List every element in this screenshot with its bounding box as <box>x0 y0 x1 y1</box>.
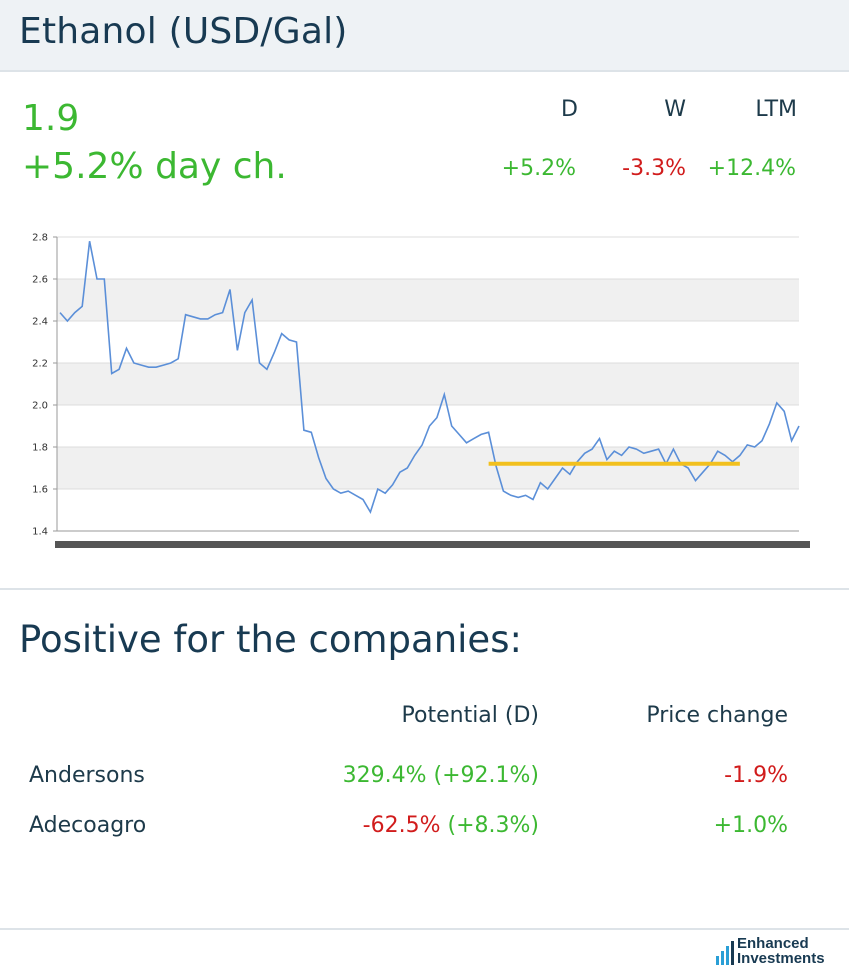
column-header-potential: Potential (D) <box>401 703 539 728</box>
company-name: Adecoagro <box>29 813 147 838</box>
potential-delta: (+92.1%) <box>433 763 540 788</box>
potential-delta: (+8.3%) <box>447 813 540 838</box>
change-value-w: -3.3% <box>622 156 686 181</box>
potential-value: 329.4% <box>342 763 427 788</box>
chart-band <box>57 363 799 405</box>
chart-y-axis: 1.4 1.6 1.8 2.0 2.2 2.4 2.6 2.8 <box>32 233 57 538</box>
header-bar: Ethanol (USD/Gal) <box>0 0 849 72</box>
change-label-d: D <box>561 97 578 122</box>
company-price-change: +1.0% <box>713 813 788 838</box>
change-value-d: +5.2% <box>501 156 576 181</box>
y-tick-label: 1.8 <box>32 443 48 454</box>
change-label-ltm: LTM <box>755 97 797 122</box>
column-header-price-change: Price change <box>646 703 788 728</box>
chart-band <box>57 279 799 321</box>
companies-title: Positive for the companies: <box>19 618 522 661</box>
company-potential: -62.5% (+8.3%) <box>363 813 539 838</box>
y-tick-label: 2.0 <box>32 401 48 412</box>
potential-value: -62.5% <box>362 813 441 838</box>
chart-bands <box>57 279 799 489</box>
y-tick-label: 1.4 <box>32 527 48 538</box>
company-row: Adecoagro -62.5% (+8.3%) +1.0% <box>0 813 849 853</box>
change-label-w: W <box>664 97 686 122</box>
price-chart: 1.4 1.6 1.8 2.0 2.2 2.4 2.6 2.8 <box>32 233 810 548</box>
page-title: Ethanol (USD/Gal) <box>19 11 348 52</box>
section-divider <box>0 588 849 590</box>
day-change: +5.2% day ch. <box>22 146 287 187</box>
current-price: 1.9 <box>22 98 80 139</box>
y-tick-label: 2.4 <box>32 317 48 328</box>
logo-text-line2: Investments <box>737 950 825 967</box>
company-potential: 329.4% (+92.1%) <box>343 763 539 788</box>
y-tick-label: 1.6 <box>32 485 48 496</box>
y-tick-label: 2.8 <box>32 233 48 244</box>
company-price-change: -1.9% <box>724 763 788 788</box>
x-axis-tick-labels <box>55 541 810 548</box>
change-value-ltm: +12.4% <box>707 156 796 181</box>
logo-bars-icon <box>716 941 736 965</box>
y-tick-label: 2.2 <box>32 359 48 370</box>
company-row: Andersons 329.4% (+92.1%) -1.9% <box>0 763 849 803</box>
series-line-ethanol <box>59 241 800 515</box>
y-tick-label: 2.6 <box>32 275 48 286</box>
company-name: Andersons <box>29 763 145 788</box>
logo-text-line1: Enhanced <box>737 935 809 952</box>
footer-divider <box>0 928 849 930</box>
enhanced-investments-logo: Enhanced Investments <box>716 935 826 967</box>
